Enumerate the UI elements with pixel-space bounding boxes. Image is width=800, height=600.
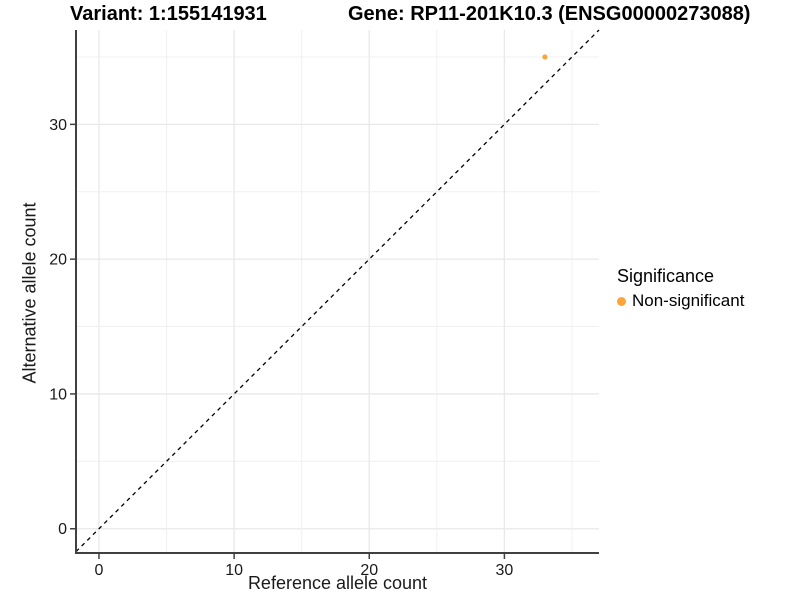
legend-item-non-significant: Non-significant bbox=[617, 291, 744, 311]
x-tick-label: 20 bbox=[360, 562, 378, 579]
y-tick-label: 10 bbox=[49, 386, 67, 403]
x-tick-label: 0 bbox=[95, 562, 104, 579]
legend-title: Significance bbox=[617, 266, 715, 286]
y-tick-label: 0 bbox=[58, 521, 67, 538]
data-point bbox=[542, 54, 548, 60]
legend: Significance Non-significant bbox=[617, 266, 744, 311]
legend-item-label: Non-significant bbox=[632, 291, 745, 310]
y-axis-title: Alternative allele count bbox=[19, 202, 40, 384]
x-tick-label: 30 bbox=[496, 562, 514, 579]
plot-title-variant: Variant: 1:155141931 bbox=[70, 3, 267, 25]
legend-point-icon bbox=[617, 296, 626, 306]
x-axis-title: Reference allele count bbox=[247, 573, 428, 593]
identity-dashed-line bbox=[75, 29, 600, 553]
x-tick-label: 10 bbox=[225, 562, 243, 579]
y-tick-label: 30 bbox=[49, 117, 67, 134]
y-tick-label: 20 bbox=[49, 252, 67, 269]
plot-title-gene: Gene: RP11-201K10.3 (ENSG00000273088) bbox=[348, 3, 751, 25]
